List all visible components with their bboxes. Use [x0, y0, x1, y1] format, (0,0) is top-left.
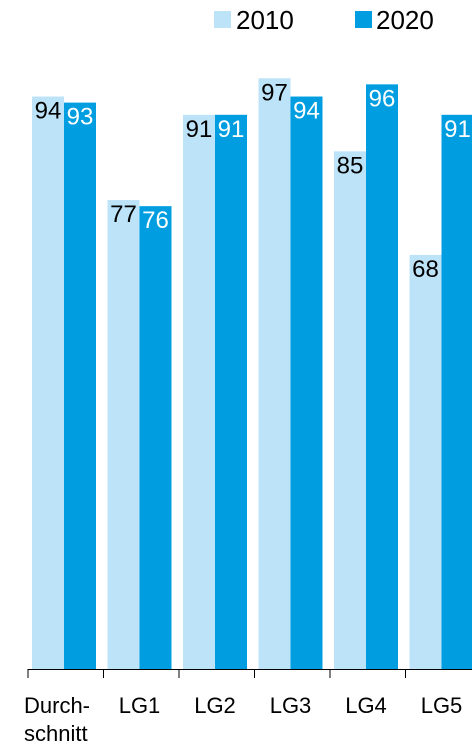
bar-2020-3 — [290, 96, 323, 670]
value-label-2010-5: 68 — [412, 256, 439, 283]
bar-2010-3 — [258, 78, 291, 669]
legend-label-2010: 2010 — [236, 5, 294, 35]
legend-swatch-2010 — [214, 11, 231, 28]
bar-2020-5 — [441, 114, 472, 669]
chart-legend: 2010 2020 — [214, 5, 434, 35]
x-tick-label-5: LG5 — [421, 693, 463, 718]
value-label-2020-5: 91 — [444, 116, 471, 143]
bar-2010-0 — [32, 96, 64, 670]
value-label-2020-4: 96 — [369, 85, 396, 112]
chart-bars — [32, 78, 472, 670]
bar-2010-4 — [334, 151, 366, 670]
value-label-2010-1: 77 — [110, 201, 137, 228]
x-tick-label-2: LG2 — [194, 693, 236, 718]
bar-2020-4 — [366, 84, 398, 670]
legend-swatch-2020 — [355, 11, 372, 28]
value-label-2020-3: 94 — [293, 98, 320, 125]
bar-2010-1 — [107, 200, 140, 669]
value-label-2020-2: 91 — [218, 116, 245, 143]
bar-2020-1 — [139, 206, 172, 669]
x-tick-label-4: LG4 — [345, 693, 387, 718]
legend-label-2020: 2020 — [376, 5, 434, 35]
bar-2020-2 — [215, 114, 247, 669]
value-label-2010-3: 97 — [261, 79, 288, 106]
x-axis: Durch-schnitt LG1 LG2 LG3 LG4 LG5 — [24, 669, 472, 746]
value-label-2020-0: 93 — [67, 104, 94, 131]
bar-2010-2 — [183, 114, 215, 669]
x-tick-label-1: LG1 — [119, 693, 161, 718]
value-label-2010-0: 94 — [35, 98, 62, 125]
bar-2020-0 — [64, 102, 96, 669]
x-tick-label-3: LG3 — [270, 693, 312, 718]
value-label-2010-2: 91 — [186, 116, 213, 143]
value-label-2020-1: 76 — [142, 207, 169, 234]
value-label-2010-4: 85 — [337, 152, 364, 179]
x-tick-label-0: Durch-schnitt — [24, 693, 90, 746]
bar-2010-5 — [409, 254, 442, 669]
